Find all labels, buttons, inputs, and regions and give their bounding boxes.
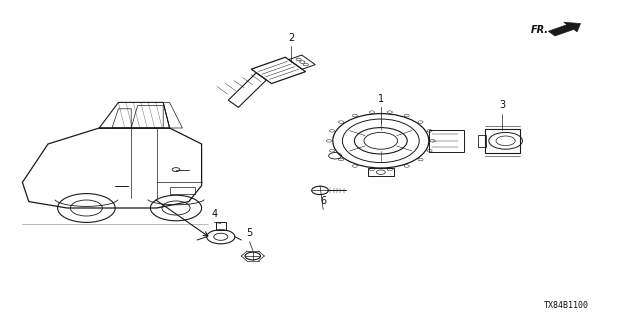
- Polygon shape: [548, 22, 580, 36]
- Text: 6: 6: [320, 196, 326, 206]
- Bar: [216, 222, 226, 230]
- Text: 3: 3: [499, 100, 506, 110]
- Bar: [485, 129, 520, 153]
- Bar: [170, 187, 195, 194]
- Bar: [368, 168, 394, 176]
- Text: 4: 4: [211, 209, 218, 219]
- Text: TX84B1100: TX84B1100: [544, 301, 589, 310]
- Text: 2: 2: [288, 33, 294, 43]
- Bar: [479, 135, 486, 147]
- Text: FR.: FR.: [531, 25, 549, 36]
- Text: 1: 1: [378, 94, 384, 104]
- Bar: [429, 130, 464, 152]
- Text: 5: 5: [246, 228, 253, 238]
